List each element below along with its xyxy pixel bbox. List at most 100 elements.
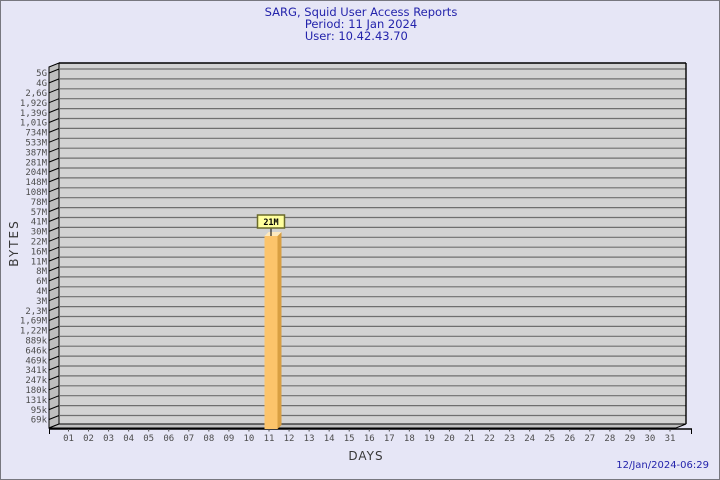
- y-tick-3d: [48, 177, 60, 183]
- chart-period: Period: 11 Jan 2024: [304, 17, 418, 31]
- bar-top-face: [264, 232, 282, 236]
- y-tick-3d: [48, 365, 60, 371]
- y-tick-3d: [48, 217, 60, 222]
- y-tick-label: 2,6G: [25, 89, 47, 99]
- y-tick-label: 469k: [25, 356, 47, 366]
- left-wall-3d: [48, 62, 60, 429]
- x-tick-label: 18: [404, 434, 415, 444]
- floor-3d: [48, 423, 687, 429]
- y-tick-3d: [48, 405, 60, 411]
- x-tick-label: 25: [544, 434, 555, 444]
- y-tick-label: 533M: [25, 139, 47, 149]
- y-tick-label: 57M: [31, 208, 48, 218]
- y-tick-label: 646k: [25, 346, 47, 356]
- y-tick-label: 2,3M: [25, 307, 47, 317]
- y-tick-3d: [48, 355, 60, 361]
- y-tick-label: 108M: [25, 188, 47, 198]
- y-tick-3d: [48, 325, 60, 331]
- y-tick-label: 3M: [36, 297, 47, 307]
- y-axis-title: BYTES: [7, 219, 21, 267]
- plot-area: [59, 63, 686, 424]
- y-tick-label: 78M: [31, 198, 48, 208]
- y-tick-3d: [48, 256, 60, 262]
- y-tick-label: 148M: [25, 178, 47, 188]
- y-tick-label: 889k: [25, 337, 47, 347]
- y-tick-label: 1,22M: [20, 327, 48, 337]
- y-tick-label: 1,69M: [20, 317, 48, 327]
- bar-value-label: 21M: [263, 218, 278, 228]
- y-tick-3d: [48, 207, 60, 213]
- y-tick-3d: [48, 88, 60, 94]
- y-tick-3d: [48, 395, 60, 401]
- x-tick-label: 13: [304, 434, 315, 444]
- bar-front-face: [264, 236, 278, 429]
- y-tick-label: 204M: [25, 168, 47, 178]
- y-tick-3d: [48, 276, 60, 282]
- x-tick-label: 12: [284, 434, 295, 444]
- y-tick-3d: [48, 226, 60, 232]
- y-tick-3d: [48, 108, 60, 114]
- x-tick-label: 01: [63, 434, 74, 444]
- x-tick-label: 19: [424, 434, 435, 444]
- y-tick-label: 30M: [31, 228, 48, 238]
- x-tick-label: 05: [143, 434, 154, 444]
- chart-title-block: SARG, Squid User Access Reports Period: …: [1, 6, 719, 42]
- x-tick-label: 31: [665, 434, 676, 444]
- y-tick-label: 131k: [25, 396, 47, 406]
- y-tick-3d: [48, 266, 60, 272]
- x-tick-label: 30: [645, 434, 656, 444]
- y-tick-3d: [48, 306, 60, 312]
- x-tick-label: 06: [163, 434, 174, 444]
- y-tick-3d: [48, 197, 60, 203]
- chart-user: User: 10.42.43.70: [304, 29, 408, 43]
- y-tick-3d: [48, 246, 60, 252]
- y-tick-label: 341k: [25, 366, 47, 376]
- y-tick-3d: [48, 345, 60, 351]
- y-tick-label: 281M: [25, 158, 47, 168]
- y-tick-3d: [48, 286, 60, 292]
- x-tick-label: 11: [264, 434, 275, 444]
- y-tick-label: 11M: [31, 257, 48, 267]
- y-tick-label: 734M: [25, 129, 47, 139]
- y-tick-3d: [48, 147, 60, 153]
- y-tick-3d: [48, 187, 60, 193]
- x-tick-label: 23: [504, 434, 515, 444]
- generation-timestamp: 12/Jan/2024-06:29: [616, 460, 709, 471]
- y-tick-3d: [48, 236, 60, 242]
- y-tick-label: 5G: [36, 69, 47, 79]
- y-tick-label: 95k: [31, 406, 48, 416]
- y-tick-3d: [48, 415, 60, 420]
- y-tick-label: 1,39G: [20, 109, 47, 119]
- x-tick-label: 16: [364, 434, 375, 444]
- y-tick-label: 247k: [25, 376, 47, 386]
- x-tick-label: 28: [604, 434, 615, 444]
- x-tick-label: 02: [83, 434, 94, 444]
- x-tick-label: 21: [464, 434, 475, 444]
- y-tick-3d: [48, 137, 60, 143]
- y-tick-label: 4M: [36, 287, 47, 297]
- y-tick-3d: [48, 375, 60, 381]
- x-tick-label: 08: [203, 434, 214, 444]
- y-tick-3d: [48, 78, 60, 84]
- x-tick-label: 15: [344, 434, 355, 444]
- y-tick-label: 22M: [31, 238, 48, 248]
- x-tick-label: 24: [524, 434, 535, 444]
- x-tick-label: 03: [103, 434, 114, 444]
- x-tick-label: 10: [244, 434, 255, 444]
- x-axis-title: DAYS: [348, 449, 384, 463]
- x-tick-label: 14: [324, 434, 335, 444]
- x-tick-label: 09: [223, 434, 234, 444]
- x-tick-label: 07: [183, 434, 194, 444]
- x-tick-label: 22: [484, 434, 495, 444]
- x-tick-label: 17: [384, 434, 395, 444]
- y-tick-3d: [48, 316, 60, 321]
- x-tick-label: 26: [564, 434, 575, 444]
- y-tick-label: 387M: [25, 148, 47, 158]
- y-tick-label: 1,01G: [20, 119, 47, 129]
- bar-side-face: [277, 232, 282, 429]
- x-tick-label: 04: [123, 434, 134, 444]
- chart-subtitle-block: Period: 11 Jan 2024 User: 10.42.43.70: [305, 18, 417, 42]
- y-tick-label: 41M: [31, 218, 48, 228]
- y-tick-3d: [48, 157, 60, 163]
